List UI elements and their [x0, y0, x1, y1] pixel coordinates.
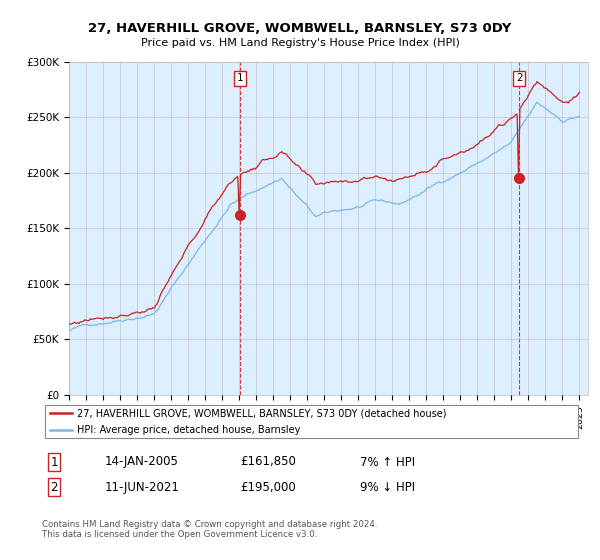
Text: HPI: Average price, detached house, Barnsley: HPI: Average price, detached house, Barn…: [77, 425, 301, 435]
Text: Contains HM Land Registry data © Crown copyright and database right 2024.
This d: Contains HM Land Registry data © Crown c…: [42, 520, 377, 539]
Text: 2: 2: [50, 480, 58, 494]
Text: 9% ↓ HPI: 9% ↓ HPI: [360, 480, 415, 494]
Text: 14-JAN-2005: 14-JAN-2005: [105, 455, 179, 469]
Text: £161,850: £161,850: [240, 455, 296, 469]
Text: 1: 1: [236, 73, 243, 83]
Text: 1: 1: [50, 455, 58, 469]
FancyBboxPatch shape: [45, 405, 578, 438]
Text: 11-JUN-2021: 11-JUN-2021: [105, 480, 180, 494]
Text: 7% ↑ HPI: 7% ↑ HPI: [360, 455, 415, 469]
Text: 2: 2: [516, 73, 523, 83]
Text: Price paid vs. HM Land Registry's House Price Index (HPI): Price paid vs. HM Land Registry's House …: [140, 38, 460, 48]
Text: 27, HAVERHILL GROVE, WOMBWELL, BARNSLEY, S73 0DY: 27, HAVERHILL GROVE, WOMBWELL, BARNSLEY,…: [88, 22, 512, 35]
Text: £195,000: £195,000: [240, 480, 296, 494]
Text: 27, HAVERHILL GROVE, WOMBWELL, BARNSLEY, S73 0DY (detached house): 27, HAVERHILL GROVE, WOMBWELL, BARNSLEY,…: [77, 408, 446, 418]
